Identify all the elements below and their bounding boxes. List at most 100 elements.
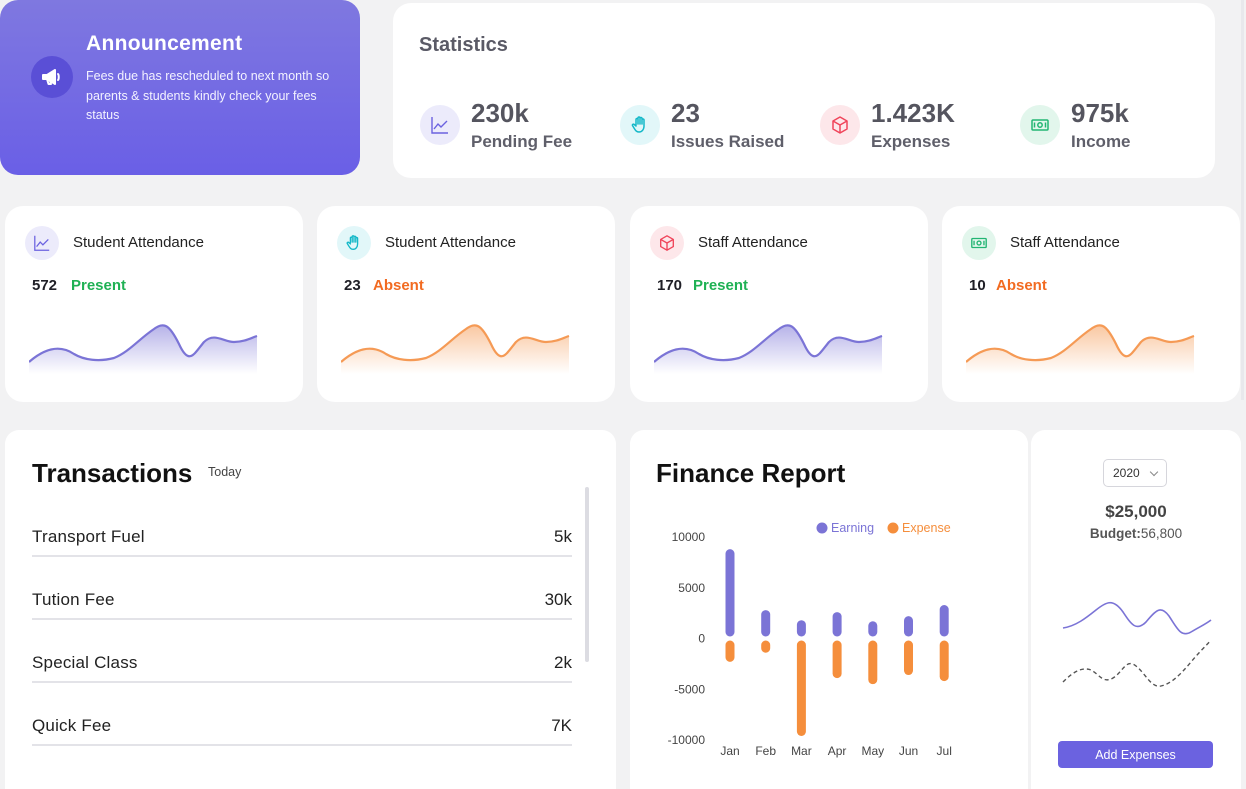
attendance-sparkline xyxy=(341,324,570,374)
y-tick-label: 0 xyxy=(698,632,705,646)
attendance-title: Student Attendance xyxy=(385,234,516,251)
x-tick-label: Mar xyxy=(791,744,812,758)
x-tick-label: Jul xyxy=(937,744,952,758)
attendance-count: 10 xyxy=(969,277,986,294)
attendance-status: Present xyxy=(71,277,127,294)
bar-expense-apr[interactable] xyxy=(832,640,842,679)
bar-earning-may[interactable] xyxy=(868,621,878,637)
bar-earning-feb[interactable] xyxy=(761,610,771,637)
attendance-count: 23 xyxy=(344,277,361,294)
attendance-status: Present xyxy=(693,277,749,294)
bar-earning-jan[interactable] xyxy=(725,549,735,637)
attendance-title: Staff Attendance xyxy=(698,234,808,251)
bar-earning-jun[interactable] xyxy=(904,616,913,637)
attendance-sparkline xyxy=(966,324,1195,374)
attendance-count: 572 xyxy=(32,277,58,294)
transaction-amount: 7K xyxy=(551,716,572,735)
y-tick-label: 10000 xyxy=(672,530,706,544)
y-tick-label: -10000 xyxy=(668,733,706,747)
cash-icon xyxy=(1020,105,1060,145)
bar-earning-apr[interactable] xyxy=(832,612,842,637)
attendance-status: Absent xyxy=(373,277,424,294)
budget-line: Budget:56,800 xyxy=(1031,526,1241,541)
bar-earning-mar[interactable] xyxy=(796,620,806,637)
transaction-row[interactable]: Transport Fuel 5k xyxy=(32,527,572,557)
x-tick-label: May xyxy=(861,744,884,758)
transaction-row[interactable]: Tution Fee 30k xyxy=(32,590,572,620)
statistics-title: Statistics xyxy=(419,34,508,56)
bar-earning-jul[interactable] xyxy=(939,605,949,637)
finance-report-card: Finance Report Earning Expense 10000 5000… xyxy=(630,430,1028,789)
stat-value: 23 xyxy=(671,98,700,128)
transactions-scrollbar[interactable] xyxy=(585,487,589,662)
transaction-row[interactable]: Quick Fee 7K xyxy=(32,716,572,746)
transaction-name: Quick Fee xyxy=(32,716,112,735)
y-tick-label: 5000 xyxy=(678,581,705,595)
attendance-title: Staff Attendance xyxy=(1010,234,1120,251)
announcement-card: Announcement Fees due has rescheduled to… xyxy=(0,0,360,175)
budget-amount: $25,000 xyxy=(1105,502,1167,521)
legend-earning-label: Earning xyxy=(831,521,874,535)
bar-expense-jun[interactable] xyxy=(904,640,913,676)
transaction-amount: 30k xyxy=(544,590,572,609)
attendance-count: 170 xyxy=(657,277,683,294)
transaction-amount: 5k xyxy=(554,527,572,546)
stat-value: 1.423K xyxy=(871,98,955,128)
transaction-row[interactable]: Special Class 2k xyxy=(32,653,572,683)
box-icon xyxy=(650,226,684,260)
trend-icon xyxy=(25,226,59,260)
hand-icon xyxy=(337,226,371,260)
announcement-title: Announcement xyxy=(86,32,243,55)
page-scrollbar[interactable] xyxy=(1241,0,1244,400)
attendance-card-staff-present[interactable]: Staff Attendance 170 Present xyxy=(630,206,928,402)
bar-expense-jul[interactable] xyxy=(939,640,949,682)
stat-label: Issues Raised xyxy=(671,132,785,151)
legend-expense-label: Expense xyxy=(902,521,951,535)
bar-expense-mar[interactable] xyxy=(796,640,806,736)
stat-value: 230k xyxy=(471,98,529,128)
statistics-card: Statistics 230k Pending Fee 23 Issues Ra… xyxy=(393,3,1215,178)
stat-label: Pending Fee xyxy=(471,132,573,151)
transaction-name: Transport Fuel xyxy=(32,527,145,546)
hand-icon xyxy=(620,105,660,145)
finance-title: Finance Report xyxy=(656,458,846,488)
stat-value: 975k xyxy=(1071,98,1129,128)
budget-label: Budget: xyxy=(1089,526,1141,541)
attendance-sparkline xyxy=(654,324,883,374)
budget-trend-chart xyxy=(1062,601,1212,687)
attendance-card-student-absent[interactable]: Student Attendance 23 Absent xyxy=(317,206,615,402)
x-tick-label: Jun xyxy=(899,744,918,758)
transaction-name: Special Class xyxy=(32,653,138,672)
megaphone-icon xyxy=(31,56,73,98)
transactions-period: Today xyxy=(208,465,242,479)
budget-card: 2020 $25,000 Budget:56,800 Add Expenses xyxy=(1031,430,1241,789)
attendance-status: Absent xyxy=(996,277,1047,294)
year-select[interactable]: 2020 xyxy=(1103,459,1167,487)
transactions-title: Transactions xyxy=(32,458,193,488)
attendance-title: Student Attendance xyxy=(73,234,204,251)
x-tick-label: Feb xyxy=(755,744,776,758)
transaction-amount: 2k xyxy=(554,653,572,672)
trend-icon xyxy=(420,105,460,145)
add-expenses-button[interactable]: Add Expenses xyxy=(1058,741,1213,768)
bar-expense-feb[interactable] xyxy=(761,640,771,653)
attendance-sparkline xyxy=(29,324,258,374)
legend-earning-swatch xyxy=(816,522,828,534)
box-icon xyxy=(820,105,860,145)
bar-expense-may[interactable] xyxy=(868,640,878,685)
transaction-name: Tution Fee xyxy=(32,590,115,609)
chart-legend: Earning Expense xyxy=(816,521,951,535)
attendance-card-student-present[interactable]: Student Attendance 572 Present xyxy=(5,206,303,402)
finance-chart: Earning Expense 10000 5000 0 -5000 -10000 Ja… xyxy=(668,521,952,758)
stat-label: Income xyxy=(1071,132,1131,151)
legend-expense-swatch xyxy=(887,522,899,534)
chevron-down-icon xyxy=(1149,467,1159,477)
transactions-card: Transactions Today Transport Fuel 5k Tut… xyxy=(5,430,616,789)
y-tick-label: -5000 xyxy=(674,682,705,696)
x-tick-label: Apr xyxy=(828,744,847,758)
announcement-text: Fees due has rescheduled to next month s… xyxy=(86,69,330,122)
attendance-card-staff-absent[interactable]: Staff Attendance 10 Absent xyxy=(942,206,1240,402)
bar-expense-jan[interactable] xyxy=(725,640,735,662)
stat-label: Expenses xyxy=(871,132,951,151)
x-tick-label: Jan xyxy=(720,744,739,758)
